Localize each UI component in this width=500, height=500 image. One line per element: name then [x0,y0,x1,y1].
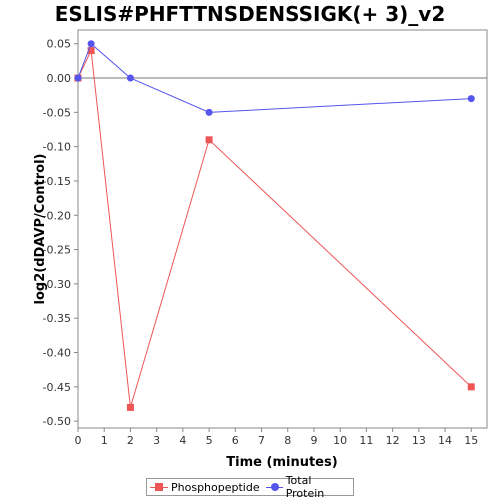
legend-label-phosphopeptide: Phosphopeptide [171,480,260,494]
x-tick-label: 13 [412,434,426,447]
circle-marker-icon [265,482,283,492]
data-point-total-protein [87,40,95,48]
legend: Phosphopeptide Total Protein [146,474,354,500]
x-tick-label: 7 [258,434,265,447]
x-tick-label: 9 [310,434,317,447]
data-point-total-protein [74,74,82,82]
y-tick-label: -0.50 [43,415,71,428]
x-tick-label: 3 [153,434,160,447]
x-tick-label: 11 [359,434,373,447]
x-tick-label: 4 [179,434,186,447]
data-point-phosphopeptide [467,383,475,391]
data-point-phosphopeptide [87,47,95,55]
y-tick-label: -0.40 [43,347,71,360]
x-tick-label: 14 [438,434,452,447]
x-tick-label: 0 [75,434,82,447]
legend-item-phosphopeptide: Phosphopeptide [150,481,260,494]
y-tick-label: -0.25 [43,244,71,257]
x-axis-label: Time (minutes) [226,455,337,470]
chart-title: ESLIS#PHFTTNSDENSSIGK(+ 3)_v2 [54,2,446,26]
y-tick-label: -0.10 [43,141,71,154]
legend-marker-total-protein [270,483,279,491]
x-tick-label: 8 [284,434,291,447]
y-axis-label: log2(dDAVP/Control) [33,154,48,305]
y-tick-label: 0.00 [47,72,72,85]
y-tick-label: -0.35 [43,312,71,325]
data-point-total-protein [126,74,134,82]
data-point-phosphopeptide [126,403,134,411]
x-tick-label: 10 [333,434,347,447]
data-point-total-protein [205,108,213,116]
x-tick-label: 5 [206,434,213,447]
legend-marker-phosphopeptide [155,483,163,491]
x-tick-label: 2 [127,434,134,447]
legend-label-total-protein: Total Protein [285,474,325,500]
y-tick-label: -0.20 [43,209,71,222]
data-point-total-protein [467,95,475,103]
y-tick-label: -0.45 [43,381,71,394]
y-tick-label: 0.05 [47,38,72,51]
square-marker-icon [150,482,168,492]
x-tick-label: 6 [232,434,239,447]
x-tick-label: 15 [464,434,478,447]
y-tick-label: -0.05 [43,106,71,119]
x-tick-label: 12 [386,434,400,447]
plot-area [77,29,488,429]
y-tick-label: -0.15 [43,175,71,188]
x-tick-label: 1 [101,434,108,447]
legend-item-total-protein: Total Protein [265,474,350,500]
data-point-phosphopeptide [205,136,213,144]
y-tick-label: -0.30 [43,278,71,291]
